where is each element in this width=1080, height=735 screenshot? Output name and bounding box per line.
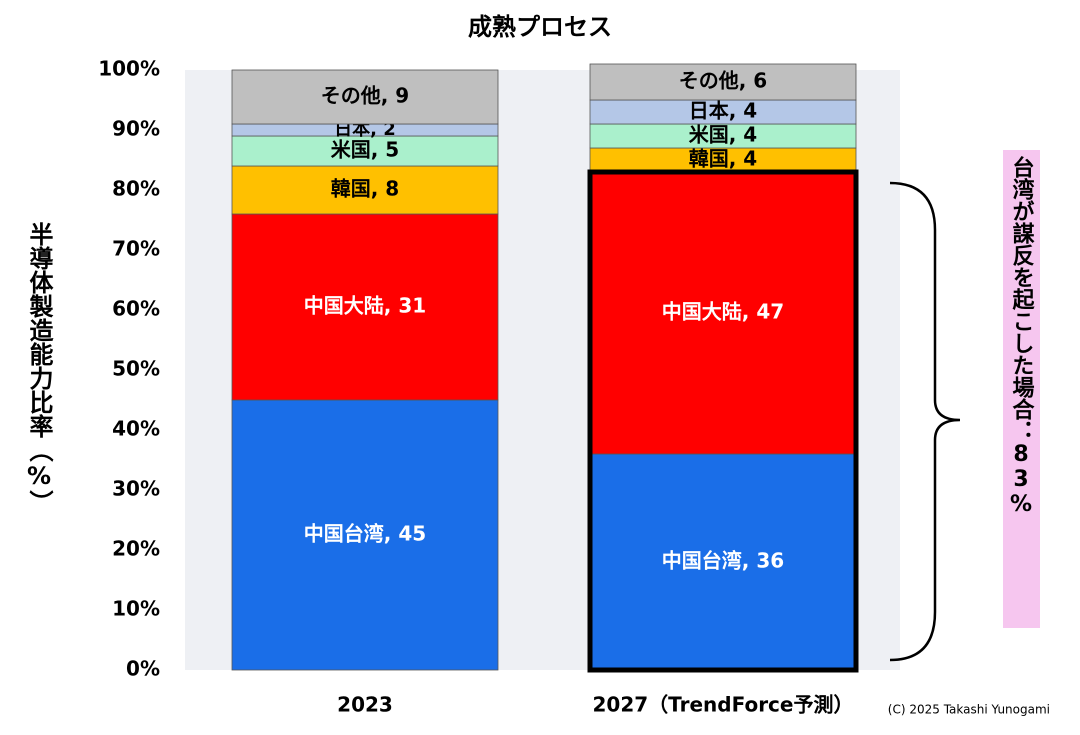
y-axis-label: 半導体製造能力比率（%） (25, 222, 53, 514)
brace (889, 181, 961, 662)
bar-segment (231, 399, 499, 671)
data-label: 米国, 4 (689, 123, 757, 147)
bar-segment (231, 165, 499, 215)
x-tick-label: 2023 (337, 693, 393, 717)
y-tick-label: 10% (112, 597, 160, 621)
bar-segment (589, 171, 857, 455)
bar-segment (231, 213, 499, 401)
chart-title: 成熟プロセス (468, 13, 612, 41)
y-tick-label: 90% (112, 117, 160, 141)
data-label: その他, 6 (679, 69, 767, 93)
data-label: 中国大陆, 47 (662, 300, 784, 324)
y-tick-label: 100% (98, 57, 160, 81)
data-label: 中国台湾, 36 (662, 549, 784, 573)
credit: (C) 2025 Takashi Yunogami (888, 703, 1050, 717)
data-label: 韓国, 4 (689, 147, 757, 171)
highlight-box (587, 169, 859, 673)
y-tick-label: 50% (112, 357, 160, 381)
x-tick-label: 2027（TrendForce予測） (593, 693, 854, 717)
data-label: 米国, 5 (331, 138, 399, 162)
bar-segment (589, 453, 857, 671)
y-tick-label: 30% (112, 477, 160, 501)
y-tick-label: 80% (112, 177, 160, 201)
annotation-box (1003, 150, 1040, 628)
annotation: 台湾が謀反を起こした場合：83% (1009, 155, 1036, 517)
data-label: 中国大陆, 31 (304, 294, 426, 318)
bar-segment (589, 63, 857, 101)
data-label: その他, 9 (321, 84, 409, 108)
y-tick-label: 70% (112, 237, 160, 261)
data-label: 日本, 4 (689, 99, 757, 123)
y-tick-label: 20% (112, 537, 160, 561)
bar-segment (589, 123, 857, 149)
data-label: 韓国, 8 (331, 177, 399, 201)
y-tick-label: 40% (112, 417, 160, 441)
y-tick-label: 60% (112, 297, 160, 321)
bar-segment (231, 69, 499, 125)
data-label: 中国台湾, 45 (304, 522, 426, 546)
y-tick-label: 0% (126, 657, 160, 681)
bar-segment (589, 99, 857, 125)
